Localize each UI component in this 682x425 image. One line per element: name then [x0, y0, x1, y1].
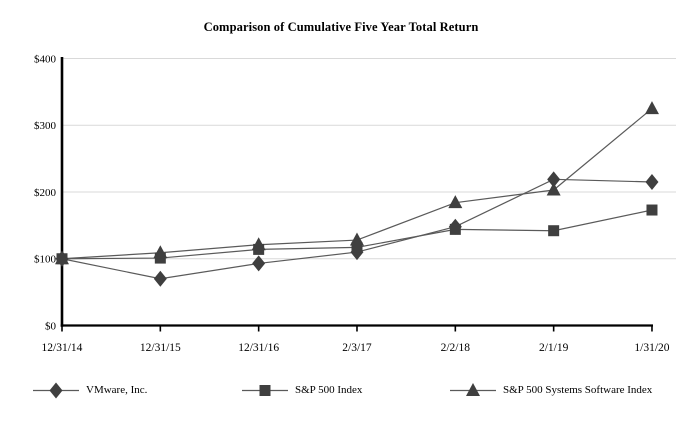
triangle-marker-icon [450, 383, 496, 396]
legend-label-sp500: S&P 500 Index [295, 384, 363, 396]
triangle-marker-icon [55, 251, 69, 265]
square-marker-icon [646, 204, 658, 216]
square-marker-icon [449, 223, 461, 235]
legend: VMware, Inc. S&P 500 Index S&P 500 Syste… [0, 382, 682, 402]
triangle-marker-icon [349, 232, 364, 246]
triangle-marker-icon [644, 101, 659, 115]
square-marker-icon [242, 385, 288, 396]
legend-item-vmware: VMware, Inc. [33, 382, 147, 399]
y-tick-label: $200 [34, 187, 57, 199]
y-tick-label: $400 [34, 53, 57, 65]
triangle-marker-icon [153, 245, 168, 259]
y-tick-label: $0 [45, 320, 57, 332]
chart-title: Comparison of Cumulative Five Year Total… [203, 20, 479, 34]
x-tick-label: 2/1/19 [539, 342, 569, 354]
x-tick-label: 2/3/17 [342, 342, 372, 354]
diamond-marker-icon [33, 382, 79, 399]
y-tick-label: $300 [34, 120, 57, 132]
triangle-marker-icon [251, 237, 266, 251]
legend-label-vmware: VMware, Inc. [86, 384, 148, 396]
x-tick-label: 2/2/18 [441, 342, 471, 354]
y-tick-label: $100 [34, 254, 57, 266]
triangle-marker-icon [448, 195, 463, 209]
x-tick-label: 12/31/14 [42, 342, 83, 354]
diamond-marker-icon [252, 255, 266, 272]
triangle-marker-icon [466, 383, 480, 396]
diamond-marker-icon [547, 171, 561, 188]
diamond-marker-icon [645, 173, 659, 190]
legend-item-sp500-systems-software: S&P 500 Systems Software Index [450, 382, 652, 399]
diamond-marker-icon [49, 382, 63, 399]
x-tick-label: 1/31/20 [634, 342, 669, 354]
square-marker-icon [351, 241, 363, 253]
legend-label-sp500-systems-software: S&P 500 Systems Software Index [503, 384, 653, 396]
triangle-marker-icon [546, 182, 561, 196]
square-marker-icon [259, 385, 271, 396]
diamond-marker-icon [153, 270, 167, 287]
square-marker-icon [548, 225, 560, 237]
x-tick-label: 12/31/16 [238, 342, 279, 354]
x-tick-label: 12/31/15 [140, 342, 181, 354]
legend-item-sp500: S&P 500 Index [242, 382, 362, 399]
